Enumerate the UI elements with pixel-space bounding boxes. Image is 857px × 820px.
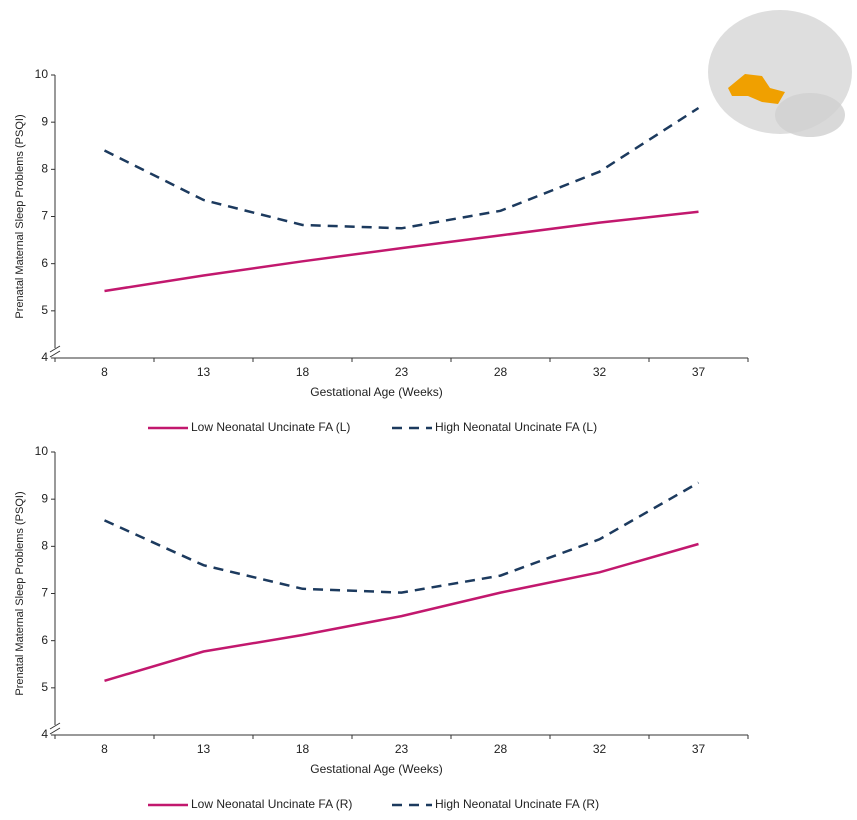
brain-icon: [708, 10, 852, 137]
y-tick-label: 6: [41, 633, 48, 647]
y-tick-label: 7: [41, 586, 48, 600]
legend-label: Low Neonatal Uncinate FA (R): [191, 797, 352, 811]
x-axis-title: Gestational Age (Weeks): [310, 762, 443, 776]
x-tick-label: 13: [197, 742, 211, 756]
x-tick-label: 23: [395, 365, 409, 379]
series-line: [105, 212, 699, 291]
y-tick-label: 5: [41, 303, 48, 317]
series-line: [105, 108, 699, 228]
y-tick-label: 10: [35, 444, 49, 458]
y-tick-label: 4: [41, 350, 48, 364]
x-tick-label: 23: [395, 742, 409, 756]
y-tick-label: 4: [41, 727, 48, 741]
y-tick-label: 9: [41, 491, 48, 505]
figure: 4 5 6 7 8 9 10 8 13 18 23 28 32 37 Gestational Age (We…: [0, 0, 857, 815]
x-tick-label: 13: [197, 365, 211, 379]
y-tick-label: 7: [41, 209, 48, 223]
x-tick-label: 8: [101, 742, 108, 756]
x-tick-label: 37: [692, 365, 706, 379]
y-axis-title: Prenatal Maternal Sleep Problems (PSQI): [14, 114, 26, 318]
x-tick-label: 28: [494, 365, 508, 379]
x-tick-label: 32: [593, 365, 607, 379]
x-axis-title: Gestational Age (Weeks): [310, 385, 443, 399]
x-tick-label: 18: [296, 365, 310, 379]
x-tick-label: 37: [692, 742, 706, 756]
x-tick-label: 28: [494, 742, 508, 756]
y-tick-label: 9: [41, 114, 48, 128]
y-tick-label: 5: [41, 680, 48, 694]
x-tick-label: 32: [593, 742, 607, 756]
legend-label: High Neonatal Uncinate FA (L): [435, 420, 597, 434]
series-line: [105, 483, 699, 593]
y-tick-label: 6: [41, 256, 48, 270]
series-line: [105, 544, 699, 681]
legend-label: High Neonatal Uncinate FA (R): [435, 797, 599, 811]
y-tick-label: 8: [41, 539, 48, 553]
legend-label: Low Neonatal Uncinate FA (L): [191, 420, 350, 434]
x-tick-label: 18: [296, 742, 310, 756]
x-tick-label: 8: [101, 365, 108, 379]
y-tick-label: 10: [35, 67, 49, 81]
y-tick-label: 8: [41, 162, 48, 176]
y-axis-title: Prenatal Maternal Sleep Problems (PSQI): [14, 491, 26, 695]
